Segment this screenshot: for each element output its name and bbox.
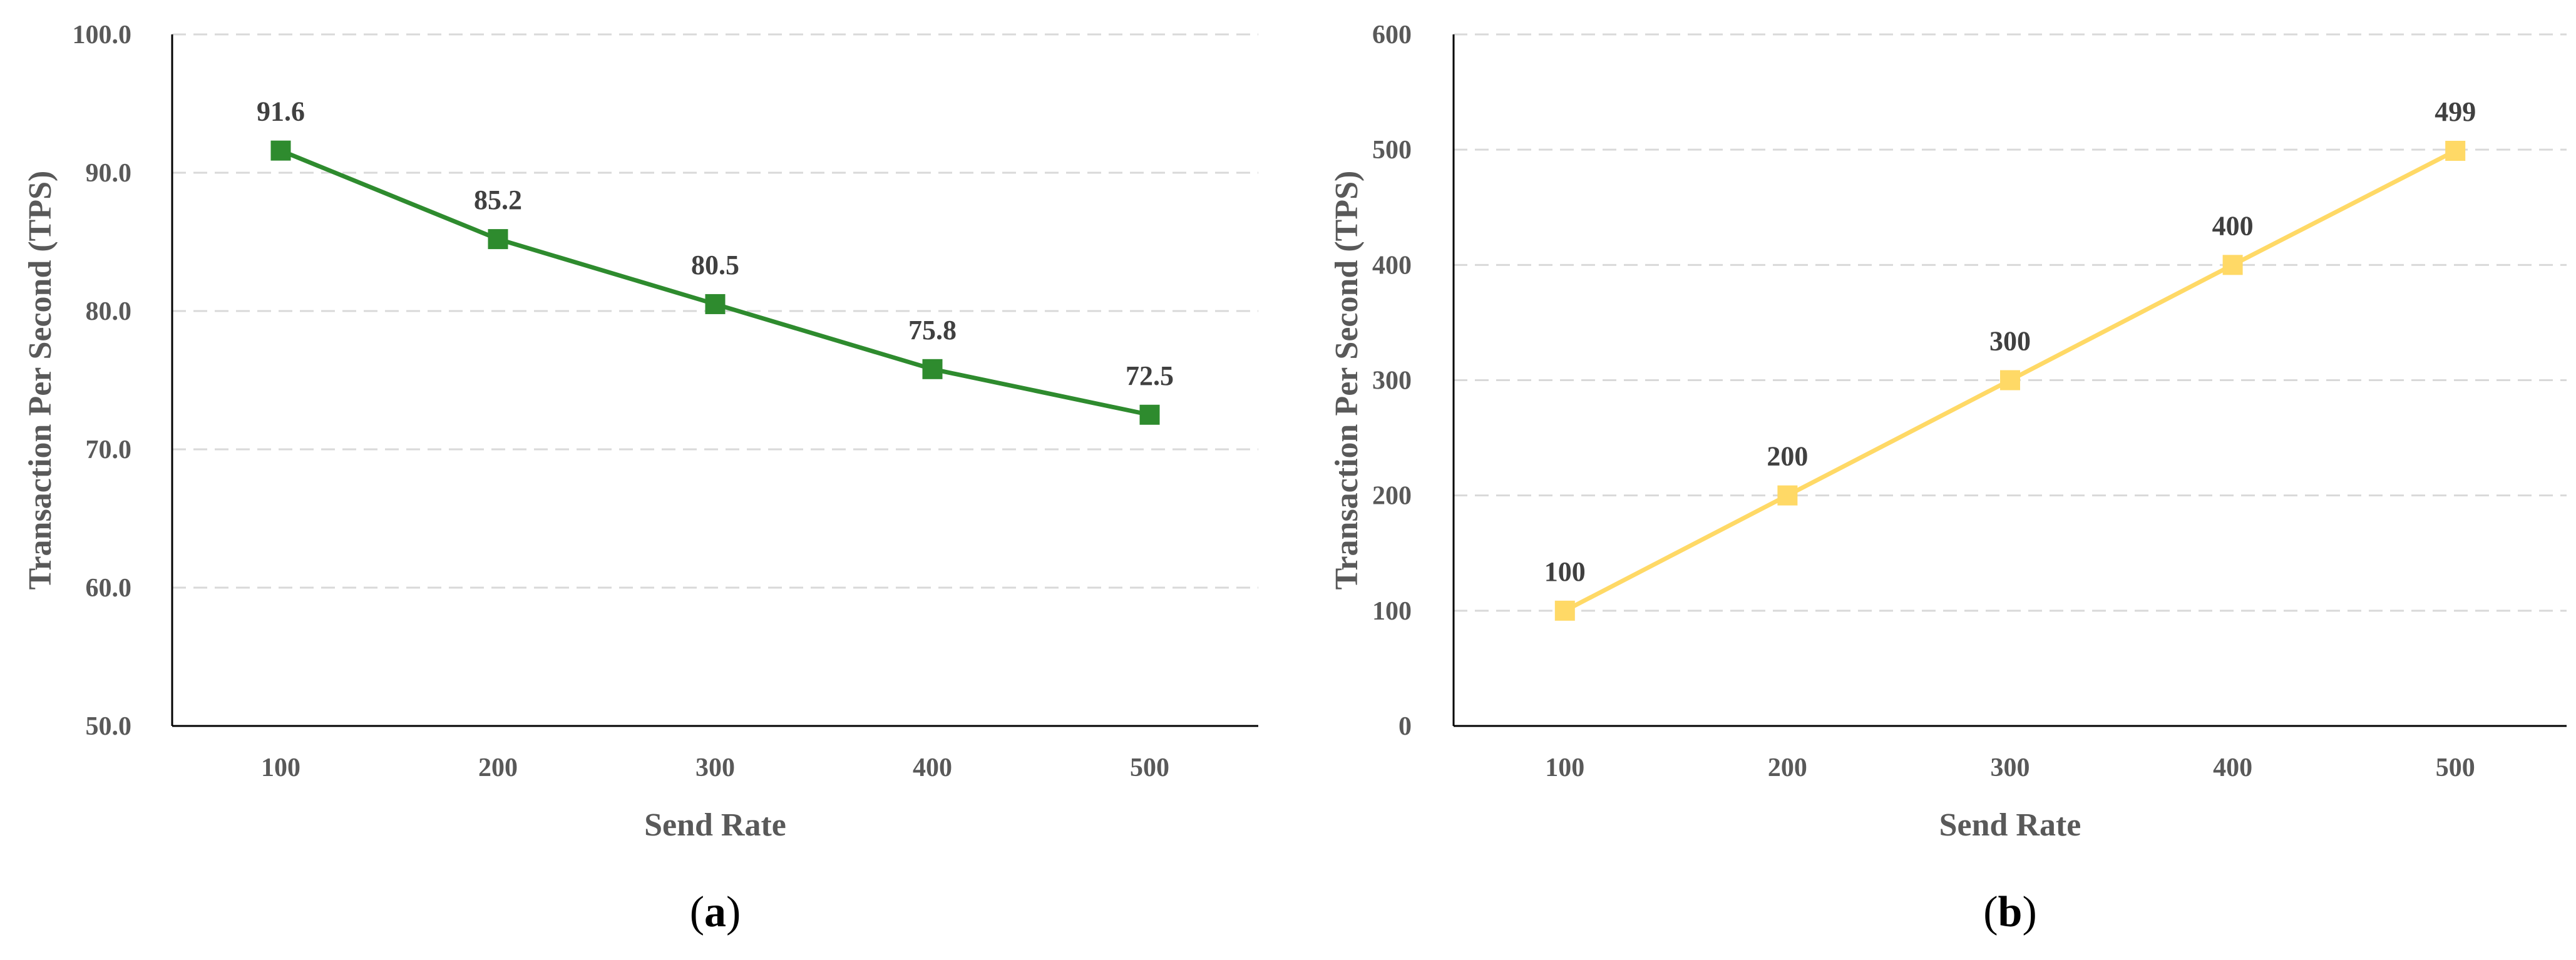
x-tick-label: 200 bbox=[478, 753, 518, 782]
chart-panel-a: 50.0 60.0 70.0 80.0 90.0 100.0 100 200 300 400 500… bbox=[23, 21, 1258, 936]
data-label: 91.6 bbox=[257, 96, 305, 127]
x-tick-label: 300 bbox=[1991, 753, 2030, 782]
data-label: 72.5 bbox=[1126, 360, 1174, 391]
y-tick-label: 90.0 bbox=[86, 159, 132, 188]
data-point-marker bbox=[1777, 485, 1798, 506]
y-tick-label: 0 bbox=[1398, 712, 1412, 741]
x-tick-label: 500 bbox=[1130, 753, 1169, 782]
panel-label: (a) bbox=[690, 888, 741, 936]
x-tick-label: 400 bbox=[2213, 753, 2252, 782]
data-point-marker bbox=[2000, 370, 2020, 391]
x-tick-label: 500 bbox=[2436, 753, 2475, 782]
y-tick-label: 100 bbox=[1372, 597, 1412, 626]
data-label: 400 bbox=[2212, 210, 2254, 241]
data-point-marker bbox=[922, 359, 943, 379]
data-point-marker bbox=[705, 294, 726, 314]
series-line bbox=[280, 148, 1151, 417]
y-tick-label: 100.0 bbox=[73, 21, 132, 49]
y-axis-title: Transaction Per Second (TPS) bbox=[1329, 171, 1365, 590]
data-point-marker bbox=[2445, 141, 2466, 161]
y-axis-title: Transaction Per Second (TPS) bbox=[23, 171, 58, 590]
data-point-marker bbox=[1139, 404, 1160, 425]
data-label: 75.8 bbox=[908, 315, 957, 345]
y-tick-label: 500 bbox=[1372, 136, 1412, 165]
data-label: 300 bbox=[1989, 326, 2031, 357]
y-tick-label: 70.0 bbox=[86, 436, 132, 464]
x-tick-label: 300 bbox=[695, 753, 735, 782]
data-label: 80.5 bbox=[691, 250, 739, 280]
chart-panel-b: 0 100 200 300 400 500 600 100 200 300 400 500 Send R… bbox=[1329, 21, 2567, 936]
y-tick-label: 300 bbox=[1372, 367, 1412, 396]
x-tick-label: 200 bbox=[1768, 753, 1807, 782]
data-label: 100 bbox=[1544, 556, 1586, 587]
x-tick-label: 100 bbox=[1545, 753, 1584, 782]
data-point-marker bbox=[270, 140, 291, 161]
data-point-marker bbox=[1554, 600, 1575, 621]
data-label: 200 bbox=[1767, 441, 1808, 472]
x-tick-label: 100 bbox=[261, 753, 300, 782]
y-tick-label: 400 bbox=[1372, 251, 1412, 280]
y-tick-label: 600 bbox=[1372, 21, 1412, 49]
y-tick-label: 50.0 bbox=[86, 712, 132, 741]
data-label: 499 bbox=[2435, 96, 2476, 127]
y-tick-label: 60.0 bbox=[86, 574, 132, 603]
data-point-marker bbox=[488, 229, 508, 250]
panel-label: (b) bbox=[1983, 888, 2037, 936]
data-label: 85.2 bbox=[474, 185, 522, 215]
y-tick-label: 80.0 bbox=[86, 297, 132, 326]
x-axis-title: Send Rate bbox=[644, 807, 786, 843]
x-tick-label: 400 bbox=[913, 753, 952, 782]
x-axis-title: Send Rate bbox=[1939, 807, 2081, 843]
y-tick-label: 200 bbox=[1372, 482, 1412, 511]
data-point-marker bbox=[2222, 255, 2243, 275]
